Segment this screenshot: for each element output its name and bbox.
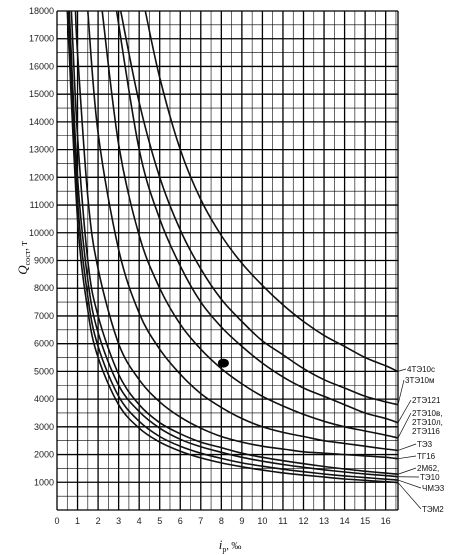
- series-label: 2ТЭ10в,: [412, 409, 442, 418]
- series-label: 2ТЭ10л,: [412, 418, 443, 427]
- series-label: ТЭ3: [417, 440, 433, 449]
- y-tick-label: 4000: [34, 394, 54, 404]
- x-tick-label: 13: [319, 516, 329, 526]
- x-tick-label: 15: [360, 516, 370, 526]
- series-line-4ТЭ10с: [144, 10, 399, 373]
- series-line-3ТЭ10м: [119, 10, 399, 406]
- marker-layer: [217, 358, 229, 368]
- x-tick-label: 3: [116, 516, 121, 526]
- y-axis-title: Qсост, т: [15, 241, 32, 275]
- x-tick-label: 8: [219, 516, 224, 526]
- series-label: 2ТЭ116: [412, 427, 440, 436]
- y-tick-label: 8000: [34, 283, 54, 293]
- y-tick-label: 16000: [29, 61, 54, 71]
- series-line-ТЭ3: [87, 10, 399, 452]
- series-label: 2ТЭ121: [412, 396, 441, 405]
- series-label: ТЭМ2: [422, 505, 444, 514]
- x-tick-label: 11: [278, 516, 287, 526]
- y-tick-label: 1000: [34, 477, 54, 487]
- x-tick-label: 12: [298, 516, 308, 526]
- y-tick-label: 6000: [34, 339, 54, 349]
- y-tick-label: 7000: [34, 311, 54, 321]
- operating-point-marker: [217, 358, 229, 368]
- series-line-2М62: [70, 10, 399, 475]
- grid: [56, 10, 399, 511]
- series-label-leader: [397, 455, 417, 460]
- series-label-leader: [397, 399, 412, 423]
- x-tick-label: 6: [178, 516, 183, 526]
- y-tick-label: 12000: [29, 172, 54, 182]
- x-tick-labels: 0 1 2 3 4 5 6 7 8 9 10 11 12 13 14 15 16: [54, 516, 390, 526]
- x-tick-label: 1: [75, 516, 80, 526]
- x-tick-label: 2: [96, 516, 101, 526]
- x-tick-label: 5: [157, 516, 162, 526]
- series-label-leader: [397, 368, 407, 372]
- series-labels: 4ТЭ10с 3ТЭ10м 2ТЭ121 2ТЭ10в,2ТЭ10л,2ТЭ116 ТЭ…: [397, 365, 445, 514]
- y-tick-label: 11000: [30, 200, 54, 210]
- series-line-ТЭМ2: [66, 10, 399, 484]
- y-tick-label: 2000: [34, 450, 54, 460]
- series-line-2ТЭ10в-2ТЭ10л-2ТЭ116: [101, 10, 399, 439]
- series-label: 4ТЭ10с: [407, 365, 435, 374]
- series-curves: [66, 10, 399, 484]
- y-tick-label: 3000: [34, 422, 54, 432]
- series-label: ТЭ10: [420, 473, 440, 482]
- series-label: ЧМЭ3: [422, 484, 445, 493]
- x-tick-label: 16: [381, 516, 391, 526]
- series-line-ТЭ10: [68, 10, 399, 478]
- y-tick-label: 18000: [29, 6, 54, 16]
- series-line-ЧМЭ3: [67, 10, 399, 481]
- y-tick-labels: 1000 2000 3000 4000 5000 6000 7000 8000 9000 1000…: [29, 6, 54, 487]
- x-tick-label: 0: [54, 516, 59, 526]
- y-tick-label: 13000: [29, 145, 54, 155]
- series-label: 3ТЭ10м: [405, 376, 434, 385]
- series-label-leader: [397, 443, 417, 451]
- x-axis-title: ip, ‰: [219, 537, 242, 554]
- x-tick-label: 9: [239, 516, 244, 526]
- y-tick-label: 5000: [34, 366, 54, 376]
- series-label-leader: [397, 379, 405, 405]
- series-label-leader: [397, 412, 412, 439]
- x-tick-label: 14: [340, 516, 350, 526]
- series-label-leader: [397, 482, 422, 510]
- series-label: ТГ16: [417, 452, 436, 461]
- x-tick-label: 4: [137, 516, 142, 526]
- y-tick-label: 10000: [29, 228, 54, 238]
- x-tick-label: 7: [198, 516, 203, 526]
- series-label-leader: [397, 467, 417, 475]
- series-label-leader: [397, 479, 422, 489]
- x-tick-label: 10: [257, 516, 267, 526]
- y-tick-label: 14000: [29, 117, 54, 127]
- y-tick-label: 15000: [29, 89, 54, 99]
- series-label: 2М62,: [417, 464, 439, 473]
- y-tick-label: 9000: [34, 256, 54, 266]
- y-tick-label: 17000: [29, 34, 54, 44]
- series-line-ТГ16: [74, 10, 399, 460]
- series-line-2ТЭ121: [115, 10, 399, 424]
